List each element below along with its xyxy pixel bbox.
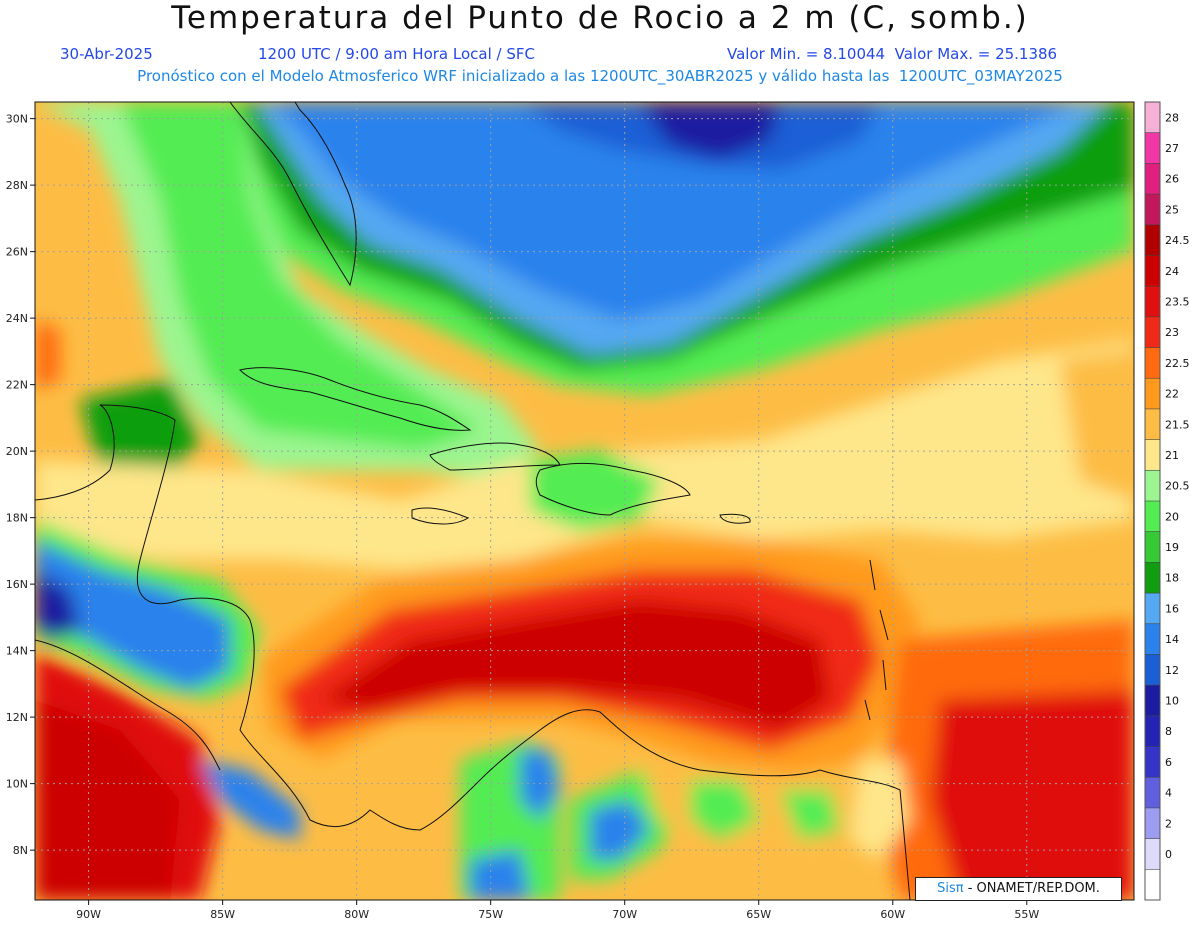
colorbar-swatch: [1145, 746, 1160, 778]
colorbar-swatch: [1145, 439, 1160, 471]
lat-tick-label: 26N: [6, 246, 28, 259]
lon-tick-label: 65W: [746, 908, 771, 921]
colorbar-swatch: [1145, 255, 1160, 287]
lon-tick-label: 75W: [478, 908, 503, 921]
colorbar-swatch: [1145, 286, 1160, 318]
sispi-logo: Sisπ: [937, 881, 964, 896]
colorbar-swatch: [1145, 102, 1160, 134]
colorbar-label: 16: [1165, 602, 1179, 615]
colorbar-swatch: [1145, 408, 1160, 441]
lat-lon-grid: [35, 102, 1134, 900]
colorbar: 2827262524.52423.52322.52221.52120.52019…: [1144, 101, 1190, 901]
colorbar-label: 22: [1165, 388, 1179, 401]
colorbar-label: 10: [1165, 695, 1179, 708]
lat-tick-label: 28N: [6, 179, 28, 192]
lon-tick-label: 90W: [76, 908, 101, 921]
colorbar-label: 24.5: [1165, 234, 1190, 247]
colorbar-label: 21.5: [1165, 418, 1190, 431]
lat-tick-label: 30N: [6, 113, 28, 126]
colorbar-label: 20.5: [1165, 480, 1190, 493]
longitude-ticks: 90W 85W 80W 75W 70W 65W 60W 55W: [76, 900, 1039, 921]
colorbar-swatch: [1145, 132, 1160, 164]
coastlines: [35, 102, 911, 900]
colorbar-label: 24: [1165, 265, 1179, 278]
lon-tick-label: 80W: [344, 908, 369, 921]
lat-tick-label: 14N: [6, 645, 28, 658]
lat-tick-label: 18N: [6, 512, 28, 525]
lat-tick-label: 12N: [6, 711, 28, 724]
lat-tick-label: 8N: [13, 844, 28, 857]
colorbar-swatch: [1145, 194, 1160, 226]
forecast-date: 30-Abr-2025: [60, 45, 153, 63]
colorbar-label: 18: [1165, 572, 1179, 585]
lon-tick-label: 60W: [880, 908, 905, 921]
colorbar-swatch: [1145, 470, 1160, 502]
colorbar-swatch: [1145, 347, 1160, 379]
colorbar-label: 14: [1165, 633, 1179, 646]
lat-tick-label: 10N: [6, 778, 28, 791]
lat-tick-label: 24N: [6, 312, 28, 325]
colorbar-swatch: [1145, 838, 1160, 870]
lat-tick-label: 20N: [6, 445, 28, 458]
colorbar-swatch: [1145, 163, 1160, 195]
lon-tick-label: 55W: [1014, 908, 1039, 921]
credit-box: Sisπ - ONAMET/REP.DOM.: [915, 877, 1122, 901]
model-description: Pronóstico con el Modelo Atmosferico WRF…: [137, 67, 1063, 85]
colorbar-swatch: [1145, 378, 1160, 410]
colorbar-swatch: [1145, 777, 1160, 809]
shaded-field: [35, 102, 1134, 900]
colorbar-label: 21: [1165, 449, 1179, 462]
latitude-ticks: 30N 28N 26N 24N 22N 20N 18N 16N 14N 12N 10N 8N: [6, 113, 35, 857]
map-title: Temperatura del Punto de Rocio a 2 m (C,…: [171, 0, 1029, 36]
colorbar-swatch: [1145, 531, 1160, 563]
colorbar-label: 8: [1165, 725, 1172, 738]
lon-tick-label: 70W: [612, 908, 637, 921]
map-frame: [34, 101, 1135, 901]
colorbar-label: 6: [1165, 756, 1172, 769]
colorbar-label: 27: [1165, 142, 1179, 155]
forecast-time: 1200 UTC / 9:00 am Hora Local / SFC: [258, 45, 535, 63]
lat-tick-label: 16N: [6, 578, 28, 591]
credit-text: - ONAMET/REP.DOM.: [963, 881, 1100, 896]
colorbar-swatch: [1145, 715, 1160, 748]
min-max-values: Valor Min. = 8.10044 Valor Max. = 25.138…: [727, 45, 1058, 63]
colorbar-label: 2: [1165, 817, 1172, 830]
colorbar-swatch: [1145, 562, 1160, 594]
lon-tick-label: 85W: [210, 908, 235, 921]
colorbar-label: 26: [1165, 173, 1179, 186]
colorbar-label: 12: [1165, 664, 1179, 677]
colorbar-label: 0: [1165, 848, 1172, 861]
colorbar-swatch: [1145, 224, 1160, 256]
colorbar-swatch: [1145, 654, 1160, 686]
colorbar-label: 19: [1165, 541, 1179, 554]
colorbar-swatch: [1145, 593, 1160, 625]
colorbar-label: 22.5: [1165, 357, 1190, 370]
colorbar-label: 4: [1165, 787, 1172, 800]
colorbar-label: 23: [1165, 326, 1179, 339]
colorbar-swatch: [1145, 685, 1160, 717]
colorbar-label: 28: [1165, 111, 1179, 124]
colorbar-label: 23.5: [1165, 296, 1190, 309]
colorbar-swatch: [1145, 623, 1160, 655]
colorbar-label: 25: [1165, 203, 1179, 216]
colorbar-swatch: [1145, 316, 1160, 349]
lat-tick-label: 22N: [6, 379, 28, 392]
colorbar-swatch: [1145, 501, 1160, 533]
colorbar-label: 20: [1165, 510, 1179, 523]
colorbar-swatch: [1145, 807, 1160, 840]
colorbar-swatch: [1145, 869, 1160, 901]
